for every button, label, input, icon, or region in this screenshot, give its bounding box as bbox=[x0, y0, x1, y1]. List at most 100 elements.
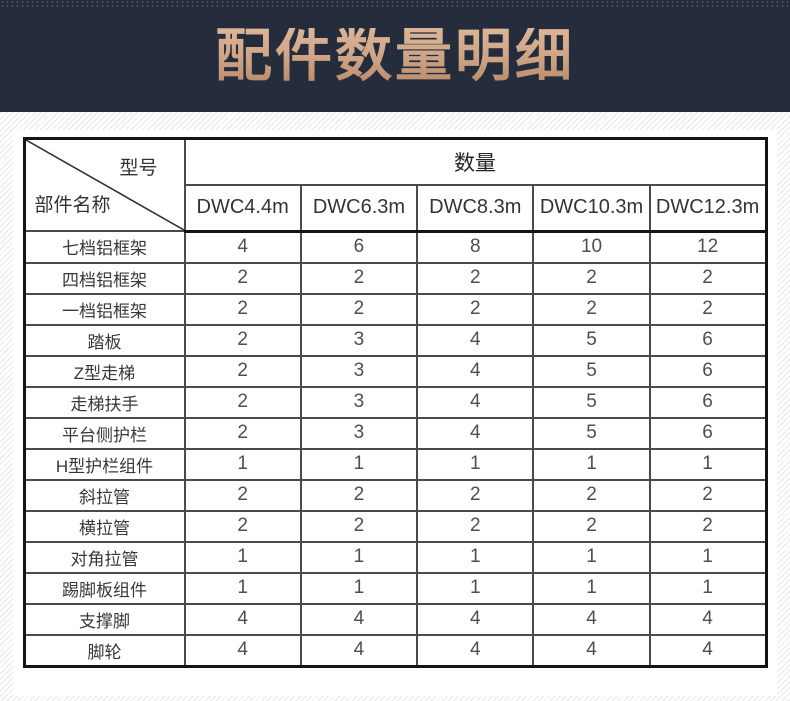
quantity-cell: 2 bbox=[183, 416, 302, 450]
quantity-cell: 4 bbox=[532, 602, 651, 636]
quantity-cell: 4 bbox=[183, 633, 302, 667]
quantity-cell: 2 bbox=[183, 385, 302, 419]
quantity-cell: 2 bbox=[183, 292, 302, 326]
quantity-cell: 6 bbox=[299, 230, 419, 264]
quantity-cell: 4 bbox=[416, 633, 535, 667]
model-header-DWC10.3m: DWC10.3m bbox=[532, 183, 651, 233]
quantity-cell: 1 bbox=[532, 447, 651, 481]
quantity-cell: 2 bbox=[299, 509, 419, 543]
quantity-cell: 4 bbox=[416, 602, 535, 636]
quantity-cell: 1 bbox=[183, 540, 302, 574]
table-body: 七档铝框架 4 6 8 10 12 四档铝框架 2 2 2 2 2 一档铝框架 2 2 2 2 2 踏板 2 3 4 5 6 Z… bbox=[23, 230, 768, 667]
quantity-cell: 2 bbox=[416, 261, 535, 295]
quantity-cell: 3 bbox=[299, 323, 419, 357]
quantity-cell: 1 bbox=[416, 571, 535, 605]
quantity-cell: 6 bbox=[648, 385, 768, 419]
quantity-cell: 6 bbox=[648, 354, 768, 388]
quantity-cell: 4 bbox=[416, 385, 535, 419]
quantity-cell: 1 bbox=[183, 447, 302, 481]
quantity-cell: 1 bbox=[299, 571, 419, 605]
quantity-cell: 2 bbox=[648, 292, 768, 326]
quantity-cell: 2 bbox=[532, 261, 651, 295]
quantity-cell: 1 bbox=[299, 447, 419, 481]
part-name-cell: 一档铝框架 bbox=[23, 292, 186, 326]
quantity-cell: 1 bbox=[299, 540, 419, 574]
corner-header-cell: 型号 部件名称 bbox=[23, 137, 186, 232]
quantity-cell: 4 bbox=[416, 416, 535, 450]
quantity-cell: 2 bbox=[416, 509, 535, 543]
part-axis-label: 部件名称 bbox=[34, 195, 111, 216]
quantity-cell: 2 bbox=[183, 323, 302, 357]
table-row: 对角拉管 1 1 1 1 1 bbox=[23, 540, 768, 574]
quantity-cell: 4 bbox=[416, 323, 535, 357]
table-row: 斜拉管 2 2 2 2 2 bbox=[23, 478, 768, 512]
model-header-DWC4.4m: DWC4.4m bbox=[183, 183, 302, 233]
table-row: 七档铝框架 4 6 8 10 12 bbox=[23, 230, 768, 264]
parts-quantity-table: 型号 部件名称 数量 DWC4.4m DWC6.3m DWC8.3m DWC10.3m… bbox=[22, 137, 768, 668]
quantity-cell: 4 bbox=[648, 602, 768, 636]
quantity-header-row: 型号 部件名称 数量 bbox=[23, 137, 767, 232]
page-title: 配件数量明细 bbox=[215, 23, 575, 88]
part-name-cell: H型护栏组件 bbox=[23, 447, 186, 481]
quantity-cell: 1 bbox=[532, 540, 651, 574]
part-name-cell: 走梯扶手 bbox=[23, 385, 186, 419]
quantity-cell: 1 bbox=[648, 571, 768, 605]
quantity-cell: 2 bbox=[416, 292, 535, 326]
quantity-cell: 3 bbox=[299, 354, 419, 388]
table-row: 走梯扶手 2 3 4 5 6 bbox=[23, 385, 768, 419]
diagonal-divider bbox=[25, 140, 183, 230]
part-name-cell: 平台侧护栏 bbox=[23, 416, 186, 450]
title-banner: 配件数量明细 bbox=[0, 0, 790, 112]
quantity-cell: 1 bbox=[416, 447, 535, 481]
quantity-cell: 4 bbox=[299, 602, 419, 636]
table-header: 型号 部件名称 数量 DWC4.4m DWC6.3m DWC8.3m DWC10.3m… bbox=[23, 137, 768, 233]
quantity-cell: 1 bbox=[416, 540, 535, 574]
quantity-cell: 4 bbox=[299, 633, 419, 667]
quantity-cell: 2 bbox=[183, 509, 302, 543]
quantity-cell: 6 bbox=[648, 323, 768, 357]
quantity-cell: 5 bbox=[532, 416, 651, 450]
model-header-DWC6.3m: DWC6.3m bbox=[299, 183, 419, 233]
table-card: 型号 部件名称 数量 DWC4.4m DWC6.3m DWC8.3m DWC10.3m… bbox=[13, 130, 777, 696]
quantity-cell: 4 bbox=[416, 354, 535, 388]
quantity-cell: 5 bbox=[532, 323, 651, 357]
quantity-cell: 6 bbox=[648, 416, 768, 450]
quantity-cell: 2 bbox=[299, 292, 419, 326]
quantity-cell: 4 bbox=[183, 602, 302, 636]
quantity-cell: 3 bbox=[299, 416, 419, 450]
quantity-cell: 2 bbox=[648, 478, 768, 512]
model-header-DWC12.3m: DWC12.3m bbox=[648, 183, 768, 233]
quantity-cell: 8 bbox=[416, 230, 535, 264]
part-name-cell: 支撑脚 bbox=[23, 602, 186, 636]
table-row: Z型走梯 2 3 4 5 6 bbox=[23, 354, 768, 388]
quantity-cell: 4 bbox=[532, 633, 651, 667]
model-axis-label: 型号 bbox=[119, 158, 158, 179]
table-row: 支撑脚 4 4 4 4 4 bbox=[23, 602, 768, 636]
quantity-cell: 10 bbox=[532, 230, 651, 264]
quantity-cell: 2 bbox=[532, 292, 651, 326]
table-row: 平台侧护栏 2 3 4 5 6 bbox=[23, 416, 768, 450]
quantity-cell: 1 bbox=[648, 540, 768, 574]
part-name-cell: 斜拉管 bbox=[23, 478, 186, 512]
part-name-cell: 七档铝框架 bbox=[23, 230, 186, 264]
table-row: H型护栏组件 1 1 1 1 1 bbox=[23, 447, 768, 481]
table-row: 踏板 2 3 4 5 6 bbox=[23, 323, 768, 357]
quantity-cell: 12 bbox=[648, 230, 768, 264]
model-header-DWC8.3m: DWC8.3m bbox=[416, 183, 535, 233]
part-name-cell: 踏板 bbox=[23, 323, 186, 357]
model-header-row: DWC4.4m DWC6.3m DWC8.3m DWC10.3m DWC12.3m bbox=[24, 183, 768, 233]
table-row: 一档铝框架 2 2 2 2 2 bbox=[23, 292, 768, 326]
part-name-cell: Z型走梯 bbox=[23, 354, 186, 388]
quantity-cell: 2 bbox=[532, 509, 651, 543]
quantity-cell: 2 bbox=[299, 261, 419, 295]
quantity-cell: 2 bbox=[183, 261, 302, 295]
quantity-header: 数量 bbox=[183, 137, 767, 186]
quantity-cell: 2 bbox=[183, 478, 302, 512]
part-name-cell: 踢脚板组件 bbox=[23, 571, 186, 605]
quantity-cell: 4 bbox=[648, 633, 768, 667]
table-row: 踢脚板组件 1 1 1 1 1 bbox=[23, 571, 768, 605]
quantity-cell: 2 bbox=[183, 354, 302, 388]
part-name-cell: 对角拉管 bbox=[23, 540, 186, 574]
quantity-cell: 1 bbox=[648, 447, 768, 481]
table-row: 横拉管 2 2 2 2 2 bbox=[23, 509, 768, 543]
